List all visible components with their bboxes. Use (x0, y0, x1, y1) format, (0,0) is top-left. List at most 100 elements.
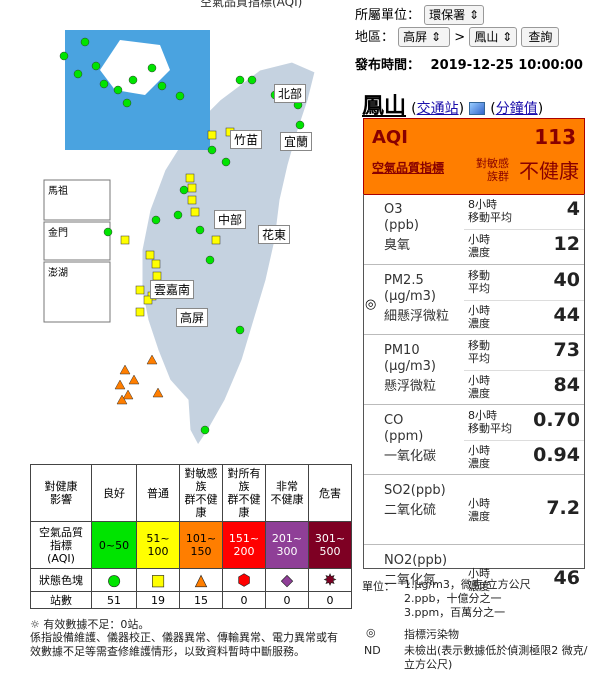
station-dot-moderate[interactable] (187, 195, 197, 205)
aqi-summary: AQI 113 空氣品質指標 對敏感 族群 不健康 (363, 118, 585, 195)
station-dot-good[interactable] (157, 81, 167, 91)
station-dot-good[interactable] (221, 157, 231, 167)
station-dot-good[interactable] (151, 215, 161, 225)
region-label-yilan[interactable]: 宜蘭 (280, 132, 313, 151)
area-select[interactable]: 高屏 ⇕ (398, 27, 451, 47)
pollutant-measure-label: 8小時 移動平均 (468, 409, 512, 435)
pollutant-value: 0.94 (533, 444, 580, 466)
agency-label: 所屬單位： (355, 8, 421, 23)
region-label-zhumiao[interactable]: 竹苗 (230, 130, 263, 149)
station-dot-good[interactable] (207, 145, 217, 155)
aqi-legend-table: 對健康 影響 良好 普通 對敏感 族 群不健 康對所有 族 群不健 康非常 不健康 危害… (30, 464, 352, 609)
station-dot-sensitive[interactable] (114, 379, 126, 390)
pollutant-value: 7.2 (546, 497, 580, 519)
pollutant-row: PM2.5 (μg/m3) 細懸浮微粒 移動 平均 40 小時 濃度 44 (364, 264, 584, 335)
station-dot-good[interactable] (247, 75, 257, 85)
station-dot-good[interactable] (195, 225, 205, 235)
station-dot-sensitive[interactable] (152, 387, 164, 398)
station-dot-good[interactable] (113, 85, 123, 95)
station-dot-good[interactable] (200, 425, 210, 435)
pollutant-value: 0.70 (533, 409, 580, 431)
invalid-icon: ☼ (30, 618, 40, 631)
station-dot-moderate[interactable] (152, 271, 162, 281)
area-label: 地區： (355, 30, 395, 45)
chart-icon[interactable] (469, 102, 486, 115)
station-dot-sensitive[interactable] (122, 389, 134, 400)
region-label-yunjianan[interactable]: 雲嘉南 (150, 280, 195, 299)
station-dot-good[interactable] (73, 69, 83, 79)
station-dot-good[interactable] (128, 75, 138, 85)
station-dot-good[interactable] (179, 185, 189, 195)
station-dot-moderate[interactable] (187, 183, 197, 193)
legend-shape-label: 狀態色塊 (30, 568, 92, 592)
invalid-text: 有效數據不足：0站。 (43, 618, 150, 631)
station-dot-moderate[interactable] (145, 250, 155, 260)
station-dot-moderate[interactable] (185, 173, 195, 183)
legend-count-cell: 0 (222, 591, 266, 609)
pollutant-name1: PM10 (384, 343, 420, 358)
station-dot-good[interactable] (99, 79, 109, 89)
pollutant-name3: 細懸浮微粒 (384, 309, 450, 324)
pollutant-name2: (μg/m3) (384, 359, 436, 374)
station-dot-good[interactable] (175, 91, 185, 101)
station-dot-moderate[interactable] (211, 235, 221, 245)
pollutant-measure-label: 小時 濃度 (468, 497, 490, 523)
station-dot-good[interactable] (173, 210, 183, 220)
legend-header-cell: 危害 (308, 464, 352, 522)
station-dot-good[interactable] (91, 61, 101, 71)
minute-value-link[interactable]: 分鐘值 (495, 101, 538, 117)
station-dot-moderate[interactable] (207, 130, 217, 140)
station-dot-good[interactable] (103, 227, 113, 237)
station-dot-moderate[interactable] (135, 307, 145, 317)
legend-hexagon-icon: ⬢ (237, 571, 251, 590)
station-dot-sensitive[interactable] (146, 354, 158, 365)
pollutant-name1: SO2(ppb) (384, 483, 446, 498)
query-button[interactable]: 查詢 (521, 27, 560, 47)
pollutant-divider (464, 300, 584, 301)
legend-range-cell: 151~ 200 (222, 521, 266, 569)
station-dot-moderate[interactable] (135, 285, 145, 295)
taiwan-map-svg (43, 30, 316, 446)
pollutant-value: 40 (553, 269, 580, 291)
legend-range-cell: 201~ 300 (265, 521, 309, 569)
pollutant-value: 46 (553, 567, 580, 589)
legend-header-cell: 普通 (136, 464, 180, 522)
station-dot-moderate[interactable] (190, 207, 200, 217)
station-dot-good[interactable] (59, 51, 69, 61)
island-label-kinmen: 金門 (48, 228, 68, 239)
station-dot-good[interactable] (205, 255, 215, 265)
station-dot-good[interactable] (235, 325, 245, 335)
pollutant-name1: PM2.5 (384, 273, 424, 288)
station-dot-moderate[interactable] (120, 235, 130, 245)
pollutant-value: 44 (553, 304, 580, 326)
agency-row: 所屬單位： 環保署 ⇕ (355, 4, 485, 25)
station-dot-good[interactable] (295, 120, 305, 130)
region-label-north[interactable]: 北部 (274, 84, 307, 103)
station-dot-good[interactable] (147, 63, 157, 73)
aqi-map[interactable]: 空氣品質指標(AQI) 北部 竹苗 宜蘭 中部 花東 雲嘉南 高屏 馬祖 金門 … (30, 0, 350, 460)
station-dot-sensitive[interactable] (116, 394, 128, 405)
region-label-huadong[interactable]: 花東 (258, 225, 291, 244)
legend-header-row: 對健康 影響 良好 普通 對敏感 族 群不健 康對所有 族 群不健 康非常 不健康 危害 (30, 464, 352, 522)
legend-range-cell: 51~ 100 (136, 521, 180, 569)
region-label-gaoping[interactable]: 高屏 (176, 308, 209, 327)
legend-square-icon: ■ (150, 571, 166, 590)
island-label-penghu: 澎湖 (48, 268, 68, 279)
traffic-station-link[interactable]: 交通站 (416, 101, 459, 117)
legend-range-cell: 101~ 150 (179, 521, 223, 569)
station-dot-sensitive[interactable] (119, 364, 131, 375)
station-dot-moderate[interactable] (143, 295, 153, 305)
station-select[interactable]: 鳳山 ⇕ (469, 27, 518, 47)
marker-text: 指標污染物 (404, 628, 459, 641)
quality-label: 空氣品質指標 (372, 161, 445, 175)
station-select-value: 鳳山 (474, 30, 499, 44)
legend-count-label: 站數 (30, 591, 92, 609)
station-dot-good[interactable] (235, 75, 245, 85)
pollutant-name2: 二氧化硫 (384, 503, 437, 518)
station-dot-moderate[interactable] (151, 259, 161, 269)
station-dot-sensitive[interactable] (128, 374, 140, 385)
region-label-central[interactable]: 中部 (214, 210, 247, 229)
station-dot-good[interactable] (80, 37, 90, 47)
station-dot-good[interactable] (122, 98, 132, 108)
agency-select[interactable]: 環保署 ⇕ (424, 5, 485, 25)
